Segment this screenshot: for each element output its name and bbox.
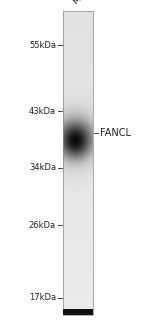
Text: 43kDa: 43kDa [29,107,56,116]
Text: 34kDa: 34kDa [29,164,56,172]
Text: 26kDa: 26kDa [29,220,56,229]
Bar [63,11,93,315]
Text: Mouse thymus: Mouse thymus [72,0,125,6]
Bar [63,309,93,315]
Text: 55kDa: 55kDa [29,40,56,49]
Text: 17kDa: 17kDa [29,294,56,303]
Text: FANCL: FANCL [100,128,131,138]
